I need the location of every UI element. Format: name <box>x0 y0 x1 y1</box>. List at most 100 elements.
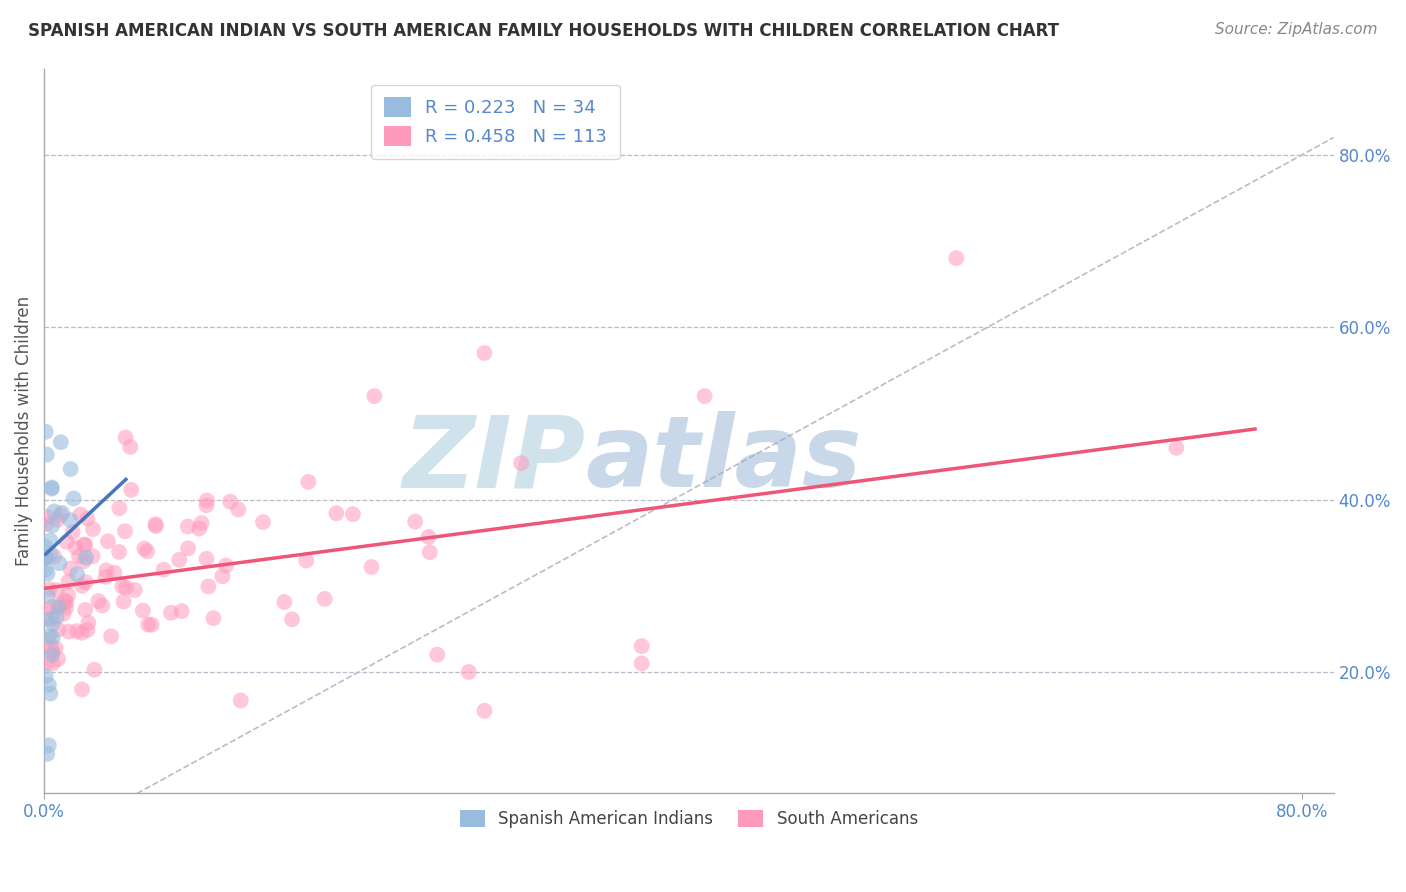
Spanish American Indians <box>38 678 60 692</box>
Spanish American Indians <box>41 648 63 662</box>
South Americans <box>418 530 440 544</box>
Spanish American Indians <box>59 462 82 476</box>
Spanish American Indians <box>41 518 63 533</box>
Spanish American Indians <box>35 448 58 462</box>
South Americans <box>215 558 238 573</box>
South Americans <box>510 456 533 470</box>
South Americans <box>108 545 131 559</box>
South Americans <box>100 629 122 643</box>
South Americans <box>188 522 211 536</box>
Spanish American Indians <box>62 491 84 506</box>
South Americans <box>404 515 426 529</box>
South Americans <box>75 575 97 590</box>
South Americans <box>103 566 125 580</box>
South Americans <box>75 538 97 552</box>
South Americans <box>44 640 66 655</box>
Spanish American Indians <box>34 669 56 683</box>
Spanish American Indians <box>41 482 63 496</box>
South Americans <box>693 389 716 403</box>
Spanish American Indians <box>66 567 89 582</box>
South Americans <box>76 623 98 637</box>
Spanish American Indians <box>35 612 58 626</box>
South Americans <box>87 594 110 608</box>
Text: atlas: atlas <box>586 411 862 508</box>
South Americans <box>1166 441 1188 455</box>
South Americans <box>41 645 63 659</box>
South Americans <box>195 493 218 508</box>
South Americans <box>419 545 441 559</box>
South Americans <box>41 657 63 671</box>
South Americans <box>111 579 134 593</box>
South Americans <box>94 570 117 584</box>
South Americans <box>41 612 63 626</box>
South Americans <box>83 663 105 677</box>
Spanish American Indians <box>38 629 60 643</box>
South Americans <box>46 513 69 527</box>
South Americans <box>96 563 118 577</box>
Text: Source: ZipAtlas.com: Source: ZipAtlas.com <box>1215 22 1378 37</box>
South Americans <box>70 579 93 593</box>
South Americans <box>426 648 449 662</box>
Spanish American Indians <box>38 738 60 752</box>
South Americans <box>252 515 274 529</box>
Spanish American Indians <box>34 549 56 564</box>
South Americans <box>160 606 183 620</box>
South Americans <box>49 598 72 612</box>
South Americans <box>120 440 142 454</box>
South Americans <box>73 538 96 552</box>
South Americans <box>145 519 167 533</box>
South Americans <box>457 665 479 679</box>
South Americans <box>38 582 60 596</box>
South Americans <box>59 561 82 575</box>
South Americans <box>35 656 58 670</box>
South Americans <box>630 657 652 671</box>
South Americans <box>177 519 200 533</box>
South Americans <box>112 594 135 608</box>
Spanish American Indians <box>39 686 62 700</box>
South Americans <box>55 534 77 549</box>
South Americans <box>37 509 59 524</box>
South Americans <box>170 604 193 618</box>
South Americans <box>177 541 200 556</box>
South Americans <box>115 581 138 595</box>
South Americans <box>73 554 96 568</box>
Spanish American Indians <box>39 533 62 548</box>
South Americans <box>45 583 67 598</box>
Spanish American Indians <box>42 616 65 631</box>
Spanish American Indians <box>34 540 56 554</box>
South Americans <box>945 251 967 265</box>
South Americans <box>76 511 98 525</box>
Spanish American Indians <box>34 563 56 577</box>
South Americans <box>360 560 382 574</box>
South Americans <box>75 603 97 617</box>
South Americans <box>211 569 233 583</box>
South Americans <box>82 522 104 536</box>
South Americans <box>46 652 69 666</box>
South Americans <box>69 508 91 522</box>
South Americans <box>630 639 652 653</box>
Y-axis label: Family Households with Children: Family Households with Children <box>15 295 32 566</box>
South Americans <box>342 507 364 521</box>
South Americans <box>65 541 87 555</box>
South Americans <box>70 625 93 640</box>
South Americans <box>49 508 72 523</box>
South Americans <box>314 591 336 606</box>
Spanish American Indians <box>37 589 59 603</box>
Text: SPANISH AMERICAN INDIAN VS SOUTH AMERICAN FAMILY HOUSEHOLDS WITH CHILDREN CORREL: SPANISH AMERICAN INDIAN VS SOUTH AMERICA… <box>28 22 1059 40</box>
South Americans <box>136 544 159 558</box>
South Americans <box>273 595 295 609</box>
South Americans <box>152 563 174 577</box>
South Americans <box>82 549 104 564</box>
South Americans <box>195 498 218 512</box>
South Americans <box>108 501 131 516</box>
South Americans <box>41 640 63 655</box>
South Americans <box>474 704 496 718</box>
Text: ZIP: ZIP <box>402 411 586 508</box>
South Americans <box>56 588 79 602</box>
Legend: Spanish American Indians, South Americans: Spanish American Indians, South American… <box>453 804 925 835</box>
South Americans <box>120 483 142 497</box>
Spanish American Indians <box>49 435 72 450</box>
South Americans <box>35 516 58 531</box>
South Americans <box>91 599 114 613</box>
South Americans <box>363 389 385 403</box>
